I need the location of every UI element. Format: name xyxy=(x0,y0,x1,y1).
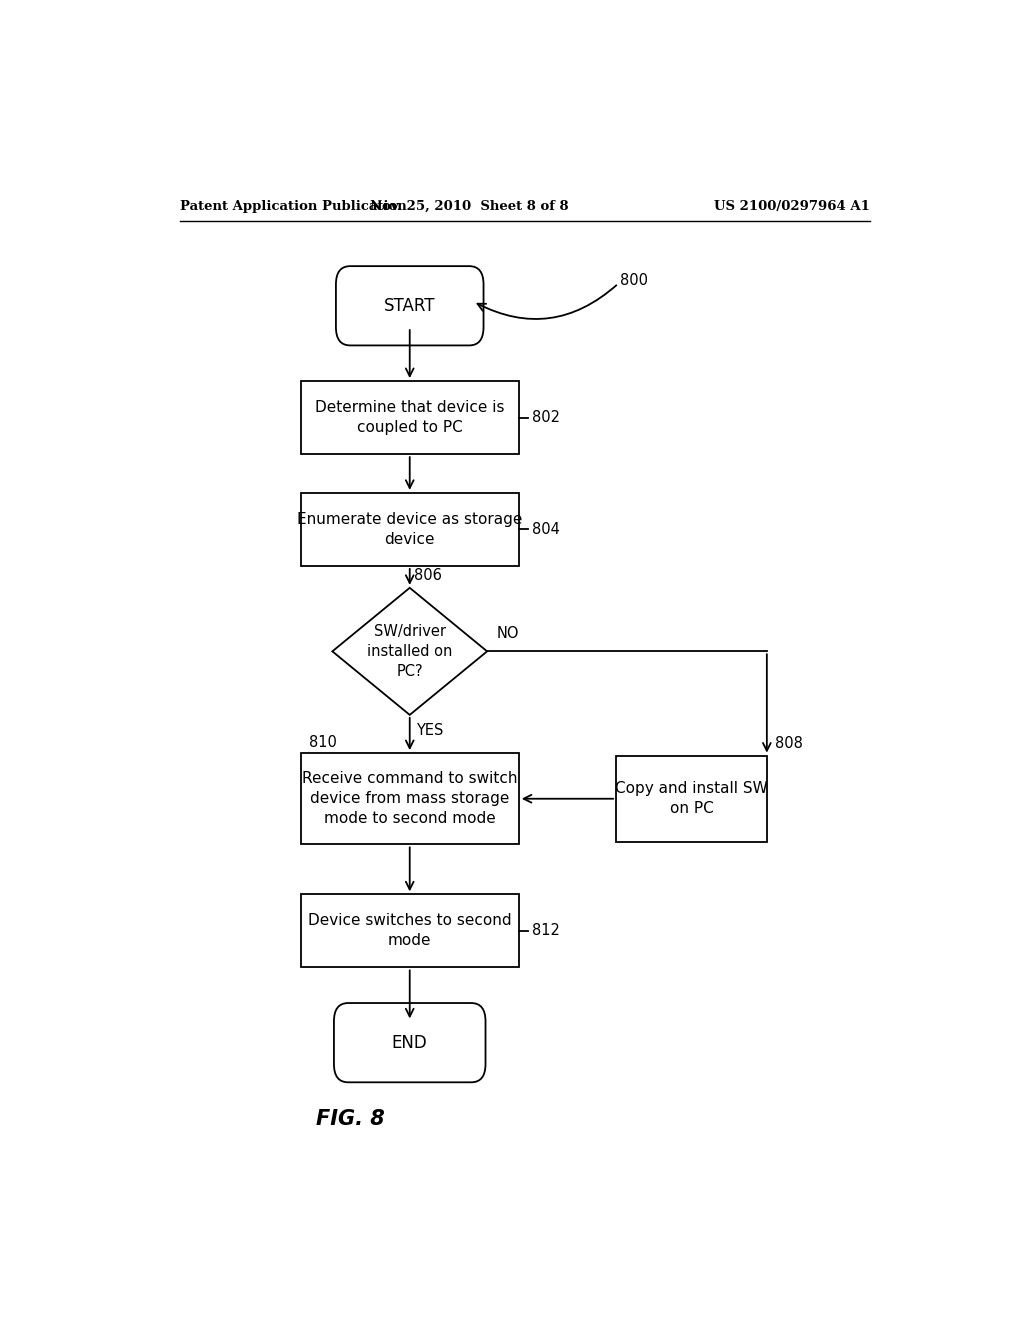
Text: 804: 804 xyxy=(532,521,560,537)
Text: 802: 802 xyxy=(532,411,560,425)
Text: YES: YES xyxy=(416,723,443,738)
Text: Enumerate device as storage
device: Enumerate device as storage device xyxy=(297,512,522,546)
Bar xyxy=(301,752,519,845)
FancyBboxPatch shape xyxy=(336,267,483,346)
Text: Device switches to second
mode: Device switches to second mode xyxy=(308,913,512,948)
Text: NO: NO xyxy=(497,626,519,642)
Text: Copy and install SW
on PC: Copy and install SW on PC xyxy=(615,781,768,816)
Text: Determine that device is
coupled to PC: Determine that device is coupled to PC xyxy=(315,400,505,436)
Bar xyxy=(301,492,519,566)
Text: END: END xyxy=(392,1034,428,1052)
Polygon shape xyxy=(333,587,487,715)
Text: FIG. 8: FIG. 8 xyxy=(315,1109,385,1129)
Bar xyxy=(301,381,519,454)
Text: Patent Application Publication: Patent Application Publication xyxy=(179,199,407,213)
Text: Nov. 25, 2010  Sheet 8 of 8: Nov. 25, 2010 Sheet 8 of 8 xyxy=(370,199,568,213)
FancyBboxPatch shape xyxy=(334,1003,485,1082)
Text: Receive command to switch
device from mass storage
mode to second mode: Receive command to switch device from ma… xyxy=(302,771,517,826)
Text: SW/driver
installed on
PC?: SW/driver installed on PC? xyxy=(367,624,453,678)
Text: 800: 800 xyxy=(620,273,648,288)
Text: 810: 810 xyxy=(308,735,337,750)
Text: US 2100/0297964 A1: US 2100/0297964 A1 xyxy=(714,199,870,213)
Bar xyxy=(301,894,519,968)
Bar xyxy=(616,755,767,842)
Text: START: START xyxy=(384,297,435,314)
Text: 812: 812 xyxy=(532,924,560,939)
Text: 808: 808 xyxy=(775,735,803,751)
Text: 806: 806 xyxy=(414,568,441,583)
